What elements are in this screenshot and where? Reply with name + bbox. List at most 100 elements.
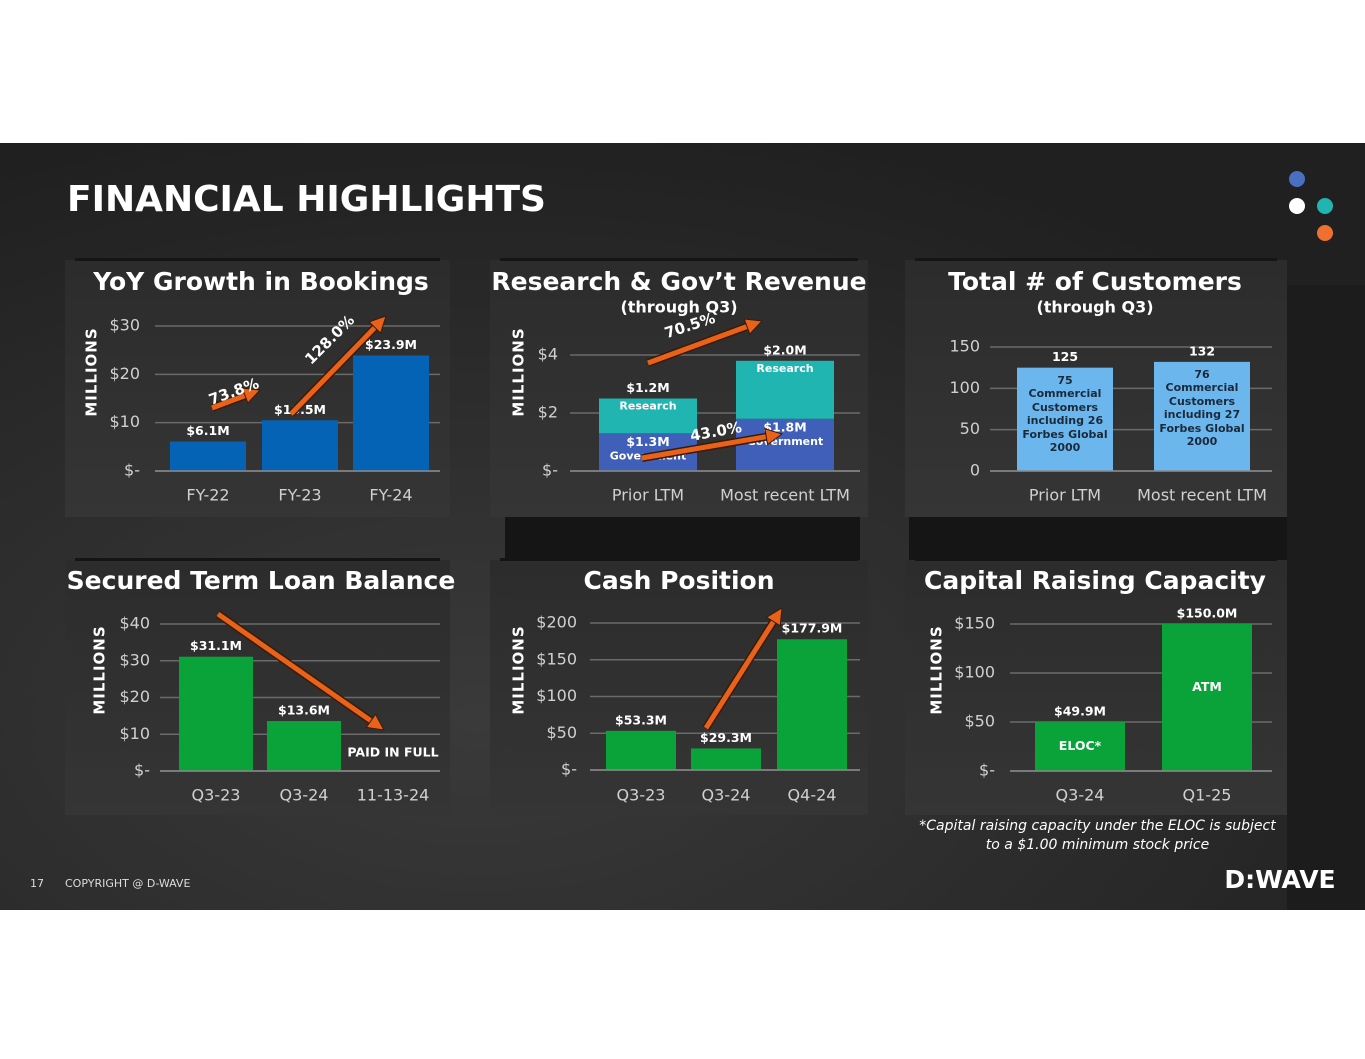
bar-segment (736, 360, 834, 419)
panel-top (75, 558, 440, 561)
x-tick-label: Q4-24 (788, 786, 837, 805)
copyright: COPYRIGHT @ D-WAVE (65, 877, 190, 890)
x-tick-label: FY-22 (186, 486, 229, 505)
bar (170, 441, 246, 471)
arrow-head (365, 713, 385, 731)
slide-title: FINANCIAL HIGHLIGHTS (67, 179, 546, 220)
x-tick-label: 11-13-24 (357, 786, 430, 805)
bar (1162, 624, 1252, 771)
arrow-head (241, 387, 262, 405)
panel-top (915, 258, 1277, 261)
y-tick-label: $10 (119, 724, 150, 743)
bar-note: 76 Commercial Customers including 27 For… (1159, 367, 1245, 449)
logo: D:WAVE (1224, 865, 1335, 894)
value-label: $13.6M (278, 703, 330, 718)
value-label: $29.3M (700, 730, 752, 745)
footnote-box: *Capital raising capacity under the ELOC… (919, 818, 1276, 853)
bar-note: ELOC* (1059, 738, 1102, 753)
y-tick-label: $- (542, 461, 558, 480)
y-tick-label: $20 (119, 687, 150, 706)
bar (262, 420, 338, 471)
arrow (211, 393, 246, 411)
value-label: $49.9M (1054, 704, 1106, 719)
y-tick-label: $40 (119, 614, 150, 633)
panel-top (75, 258, 440, 261)
y-tick-label: $150 (536, 649, 577, 668)
value-label: PAID IN FULL (347, 745, 438, 760)
y-tick-label: $100 (954, 663, 995, 682)
value-label: $23.9M (365, 337, 417, 352)
value-label: $6.1M (186, 423, 229, 438)
y-tick-label: $20 (109, 364, 140, 383)
y-tick-label: $150 (954, 614, 995, 633)
logo-dot (1289, 198, 1305, 214)
x-tick-label: FY-23 (278, 486, 321, 505)
x-tick-label: Most recent LTM (720, 486, 850, 505)
y-tick-label: $50 (546, 723, 577, 742)
y-tick-label: $- (134, 761, 150, 780)
chart-title: Secured Term Loan Balance (67, 566, 456, 595)
arrow (641, 434, 767, 461)
y-tick-label: $2 (538, 403, 558, 422)
panel-top (915, 558, 1277, 561)
value-label: $53.3M (615, 712, 667, 727)
spacer (909, 517, 1287, 560)
spacer (505, 517, 860, 560)
value-label: $31.1M (190, 638, 242, 653)
y-tick-label: 150 (949, 337, 980, 356)
y-axis-label: MILLIONS (928, 625, 946, 714)
chart-title: Cash Position (583, 566, 774, 595)
arrow (216, 611, 373, 723)
bar (1035, 722, 1125, 771)
y-axis-label: MILLIONS (510, 625, 528, 714)
y-tick-label: $30 (119, 650, 150, 669)
y-tick-label: $4 (538, 345, 558, 364)
value-label: $177.9M (782, 621, 843, 636)
chart-title: Capital Raising Capacity (924, 566, 1266, 595)
bar-note-box: 76 Commercial Customers including 27 For… (1159, 367, 1245, 449)
arrow (703, 620, 776, 730)
x-tick-label: FY-24 (369, 486, 412, 505)
y-tick-label: 100 (949, 378, 980, 397)
arrow-head (368, 315, 387, 334)
y-tick-label: $- (561, 760, 577, 779)
x-tick-label: Q1-25 (1183, 786, 1232, 805)
value-label: 132 (1189, 343, 1215, 358)
arrow (647, 324, 748, 366)
bar-note-box: 75 Commercial Customers including 26 For… (1022, 374, 1107, 455)
y-tick-label: $- (124, 461, 140, 480)
x-tick-label: Q3-24 (702, 786, 751, 805)
chart-title: YoY Growth in Bookings (92, 267, 429, 296)
bar (267, 721, 341, 771)
chart-title: Total # of Customers (948, 267, 1242, 296)
x-tick-label: Prior LTM (1029, 486, 1101, 505)
series-label: Research (756, 362, 813, 375)
y-tick-label: $10 (109, 412, 140, 431)
panel (65, 560, 450, 815)
logo-dot (1317, 198, 1333, 214)
arrow-head (743, 318, 764, 335)
arrow-head (764, 428, 784, 446)
series-label: Research (619, 400, 676, 413)
logo-dot (1317, 225, 1333, 241)
y-axis-label: MILLIONS (83, 327, 101, 416)
x-tick-label: Q3-23 (617, 786, 666, 805)
footnote: *Capital raising capacity under the ELOC… (919, 818, 1276, 853)
x-tick-label: Q3-24 (1056, 786, 1105, 805)
bar (1017, 367, 1113, 471)
chart-subtitle: (through Q3) (620, 298, 737, 317)
chart-subtitle: (through Q3) (1036, 298, 1153, 317)
value-label: $1.2M (626, 380, 669, 395)
bar (691, 748, 761, 770)
side-band (1287, 285, 1365, 910)
bar (606, 730, 676, 770)
value-label: $150.0M (1177, 606, 1238, 621)
value-label: 125 (1052, 349, 1078, 364)
bar (179, 656, 253, 771)
panel-top (500, 258, 858, 261)
arrow-head (765, 607, 783, 627)
value-label: $2.0M (763, 342, 806, 357)
bar (1154, 361, 1250, 471)
